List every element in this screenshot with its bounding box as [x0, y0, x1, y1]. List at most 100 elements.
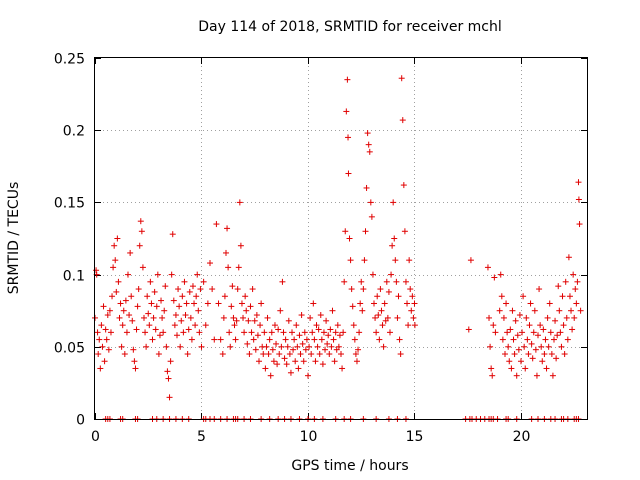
data-point [151, 288, 158, 295]
data-point [323, 317, 330, 324]
data-point [105, 346, 112, 353]
data-point [140, 314, 147, 321]
data-point [188, 336, 195, 343]
data-point [211, 336, 218, 343]
data-point [268, 329, 275, 336]
data-point [246, 351, 253, 358]
data-point [168, 271, 175, 278]
data-point [269, 346, 276, 353]
data-point [519, 329, 526, 336]
data-point [292, 358, 299, 365]
data-point [161, 307, 168, 314]
data-point [274, 361, 281, 368]
data-point [397, 351, 404, 358]
data-point [335, 343, 342, 350]
data-point [317, 312, 324, 319]
data-point [561, 351, 568, 358]
data-point [515, 346, 522, 353]
data-point [183, 300, 190, 307]
data-point [540, 326, 547, 333]
data-point [357, 300, 364, 307]
data-point [405, 322, 412, 329]
data-point [319, 361, 326, 368]
data-point [408, 307, 415, 314]
data-point [511, 351, 518, 358]
data-point [574, 278, 581, 285]
data-point [521, 343, 528, 350]
data-point [500, 314, 507, 321]
data-point [510, 336, 517, 343]
data-point [117, 300, 124, 307]
data-point [406, 257, 413, 264]
data-point [290, 346, 297, 353]
data-point [372, 314, 379, 321]
data-point [96, 336, 103, 343]
data-point [122, 297, 129, 304]
data-point [238, 300, 245, 307]
data-point [146, 322, 153, 329]
x-tick-label: 0 [91, 429, 100, 445]
data-point [332, 329, 339, 336]
data-point [241, 329, 248, 336]
data-point [366, 148, 373, 155]
data-point [155, 351, 162, 358]
data-point [95, 351, 102, 358]
data-point [344, 76, 351, 83]
data-point [377, 286, 384, 293]
data-point [376, 336, 383, 343]
data-point [224, 225, 231, 232]
x-tick-label: 20 [513, 429, 531, 445]
data-point [182, 312, 189, 319]
data-point [200, 278, 207, 285]
data-point [248, 329, 255, 336]
data-point [504, 329, 511, 336]
data-point [300, 358, 307, 365]
data-point [375, 312, 382, 319]
data-point [147, 278, 154, 285]
data-point [312, 358, 319, 365]
data-point [261, 329, 268, 336]
data-point [101, 358, 108, 365]
data-point [217, 336, 224, 343]
data-point [301, 329, 308, 336]
data-point [264, 314, 271, 321]
data-point [133, 326, 140, 333]
data-point [260, 351, 267, 358]
data-point [520, 293, 527, 300]
data-point [565, 254, 572, 261]
data-point [355, 346, 362, 353]
data-point [166, 394, 173, 401]
data-point [258, 300, 265, 307]
data-point [254, 332, 261, 339]
data-point [410, 314, 417, 321]
data-point [308, 351, 315, 358]
data-point [566, 293, 573, 300]
y-tick-label: 0.1 [63, 269, 85, 285]
data-point [327, 326, 334, 333]
data-point [107, 329, 114, 336]
y-tick-label: 0.05 [54, 341, 85, 357]
data-point [118, 343, 125, 350]
data-point [247, 303, 254, 310]
data-point [374, 293, 381, 300]
data-point [111, 242, 118, 249]
data-point [127, 249, 134, 256]
data-point [541, 351, 548, 358]
data-point [98, 322, 105, 329]
data-point [231, 322, 238, 329]
data-point [244, 340, 251, 347]
data-point [178, 317, 185, 324]
data-point [176, 303, 183, 310]
data-point [187, 314, 194, 321]
data-point [489, 372, 496, 379]
axis-ticks: 0 0.05 0.1 0.15 0.2 0.25 0 5 10 15 20 [54, 52, 587, 445]
data-point [553, 355, 560, 362]
data-point [527, 300, 534, 307]
data-point [113, 288, 120, 295]
data-point [104, 312, 111, 319]
data-point [299, 340, 306, 347]
data-point [345, 170, 352, 177]
data-point [116, 314, 123, 321]
data-point [401, 228, 408, 235]
data-point [102, 326, 109, 333]
